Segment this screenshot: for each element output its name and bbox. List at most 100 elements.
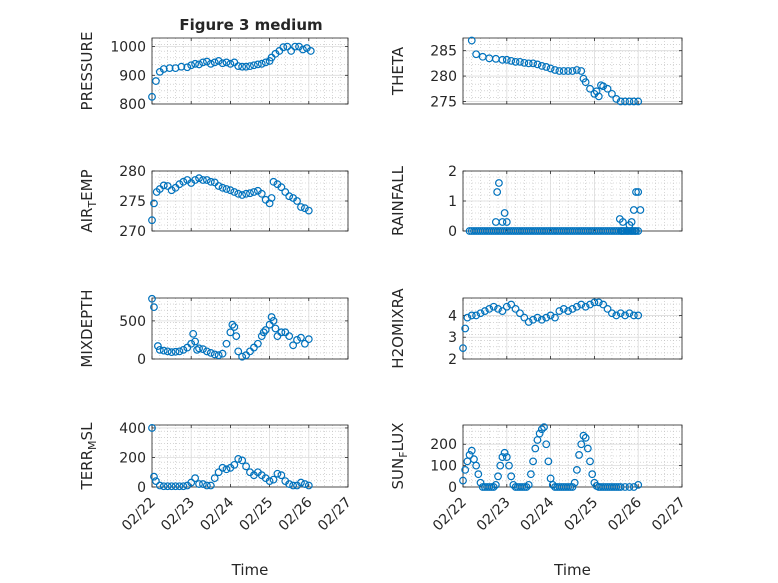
y-tick-label: 4 xyxy=(448,308,457,324)
data-point xyxy=(465,451,474,459)
data-point xyxy=(273,469,282,478)
data-point xyxy=(191,337,200,346)
data-point xyxy=(222,339,231,348)
data-point xyxy=(555,307,564,315)
data-point xyxy=(222,58,231,67)
data-point xyxy=(259,328,268,337)
data-point xyxy=(634,188,643,196)
data-point xyxy=(559,304,568,313)
data-point xyxy=(542,63,551,71)
y-tick-label: 500 xyxy=(119,314,146,330)
x-tick-label: 02/23 xyxy=(158,495,198,535)
data-point xyxy=(614,227,623,235)
subplot-5: 0 500 MIXDEPTH xyxy=(78,289,349,368)
data-point xyxy=(537,425,546,434)
y-axis-label: H2OMIXRA xyxy=(389,288,407,369)
x-tick-label: 02/23 xyxy=(474,495,514,535)
data-point xyxy=(524,318,533,326)
data-point xyxy=(153,342,162,350)
data-point xyxy=(206,349,215,357)
y-tick-label: 275 xyxy=(430,94,457,110)
data-point xyxy=(148,216,156,225)
data-point xyxy=(234,347,243,356)
data-point xyxy=(498,218,507,226)
data-point xyxy=(171,347,180,356)
subplot-1: 800 900 1000 PRESSURE xyxy=(78,32,349,113)
data-point xyxy=(242,189,250,198)
data-point xyxy=(472,311,481,320)
data-point xyxy=(461,324,470,333)
data-point xyxy=(150,199,158,208)
data-point xyxy=(177,62,186,71)
subplot-3: 270 275 280 AIRTEMP xyxy=(78,164,349,240)
y-tick-label: 280 xyxy=(119,164,146,180)
data-point xyxy=(195,344,203,353)
data-point xyxy=(608,89,616,98)
y-tick-label: 0 xyxy=(448,224,457,240)
data-point xyxy=(599,82,608,91)
data-point xyxy=(485,483,494,491)
data-point xyxy=(195,174,203,183)
data-point xyxy=(533,60,542,69)
data-point xyxy=(577,440,586,449)
data-point xyxy=(625,309,634,318)
data-point xyxy=(481,307,489,315)
data-point xyxy=(625,483,634,491)
data-point xyxy=(625,97,634,106)
data-point xyxy=(246,189,254,198)
x-axis-label: Time xyxy=(231,561,269,579)
data-point xyxy=(267,194,276,202)
data-point xyxy=(150,303,158,312)
data-point xyxy=(529,457,537,466)
data-point xyxy=(226,186,235,195)
data-point xyxy=(279,43,288,52)
data-point xyxy=(489,483,498,491)
data-point xyxy=(463,313,472,322)
data-point xyxy=(529,59,537,68)
data-point xyxy=(467,311,476,320)
data-point xyxy=(516,57,524,66)
y-tick-label: 900 xyxy=(119,68,146,84)
y-axis-label: AIRTEMP xyxy=(78,169,99,232)
data-point xyxy=(152,477,160,485)
data-point xyxy=(300,204,309,213)
data-point xyxy=(167,482,176,491)
y-axis-label: RAINFALL xyxy=(389,165,407,236)
data-point xyxy=(148,92,156,101)
plot-area xyxy=(152,298,348,359)
axes-box xyxy=(151,424,349,488)
data-point xyxy=(531,444,540,453)
data-point xyxy=(214,468,223,477)
data-point xyxy=(253,60,262,69)
data-point xyxy=(551,313,559,322)
data-point xyxy=(544,457,553,466)
data-point xyxy=(299,45,307,54)
data-point xyxy=(502,218,511,226)
data-point xyxy=(167,348,176,357)
data-point xyxy=(191,474,200,483)
data-point xyxy=(171,482,180,491)
data-point xyxy=(155,481,164,490)
data-point xyxy=(148,294,156,303)
data-point xyxy=(520,313,529,322)
data-point xyxy=(467,446,476,455)
data-point xyxy=(289,341,298,350)
data-point xyxy=(520,483,529,491)
data-point xyxy=(511,57,520,66)
axes-box xyxy=(462,37,683,105)
data-point xyxy=(155,345,164,354)
data-point xyxy=(246,62,254,71)
y-axis-label: SUNFLUX xyxy=(389,423,410,490)
x-tick-label: 02/25 xyxy=(237,495,277,535)
data-point xyxy=(594,92,603,101)
data-point xyxy=(300,480,309,488)
x-axis-label: Time xyxy=(553,561,591,579)
data-point xyxy=(616,97,625,106)
data-point xyxy=(612,311,621,320)
data-point xyxy=(524,480,533,489)
data-point xyxy=(568,304,577,313)
data-point xyxy=(577,67,586,75)
data-point xyxy=(621,483,629,491)
data-point xyxy=(559,67,568,75)
